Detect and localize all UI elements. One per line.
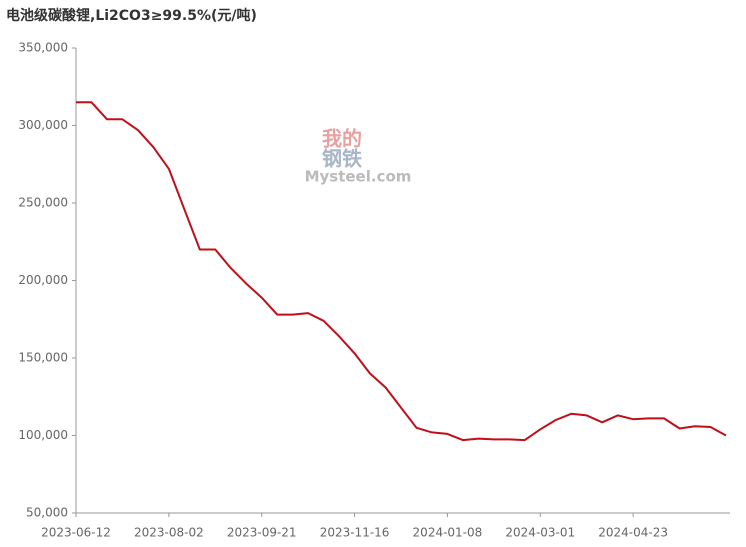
x-tick-label: 2023-09-21 bbox=[227, 526, 297, 540]
y-tick-label: 50,000 bbox=[26, 506, 68, 520]
y-tick-label: 350,000 bbox=[18, 41, 68, 55]
x-tick-label: 2023-11-16 bbox=[320, 526, 390, 540]
y-tick-label: 100,000 bbox=[18, 428, 68, 442]
y-tick-label: 300,000 bbox=[18, 118, 68, 132]
chart-title: 电池级碳酸锂,Li2CO3≥99.5%(元/吨) bbox=[6, 7, 257, 24]
x-tick-label: 2024-01-08 bbox=[413, 526, 483, 540]
y-tick-label: 150,000 bbox=[18, 351, 68, 365]
y-tick-label: 250,000 bbox=[18, 196, 68, 210]
watermark: Mysteel.com bbox=[305, 168, 412, 186]
watermark: 我的 bbox=[322, 127, 362, 151]
watermark: 钢铁 bbox=[322, 147, 362, 171]
series-line bbox=[76, 101, 727, 442]
x-tick-label: 2023-06-12 bbox=[41, 526, 111, 540]
x-tick-label: 2024-03-01 bbox=[505, 526, 575, 540]
x-tick-label: 2024-04-23 bbox=[598, 526, 668, 540]
x-tick-label: 2023-08-02 bbox=[134, 526, 204, 540]
y-tick-label: 200,000 bbox=[18, 273, 68, 287]
